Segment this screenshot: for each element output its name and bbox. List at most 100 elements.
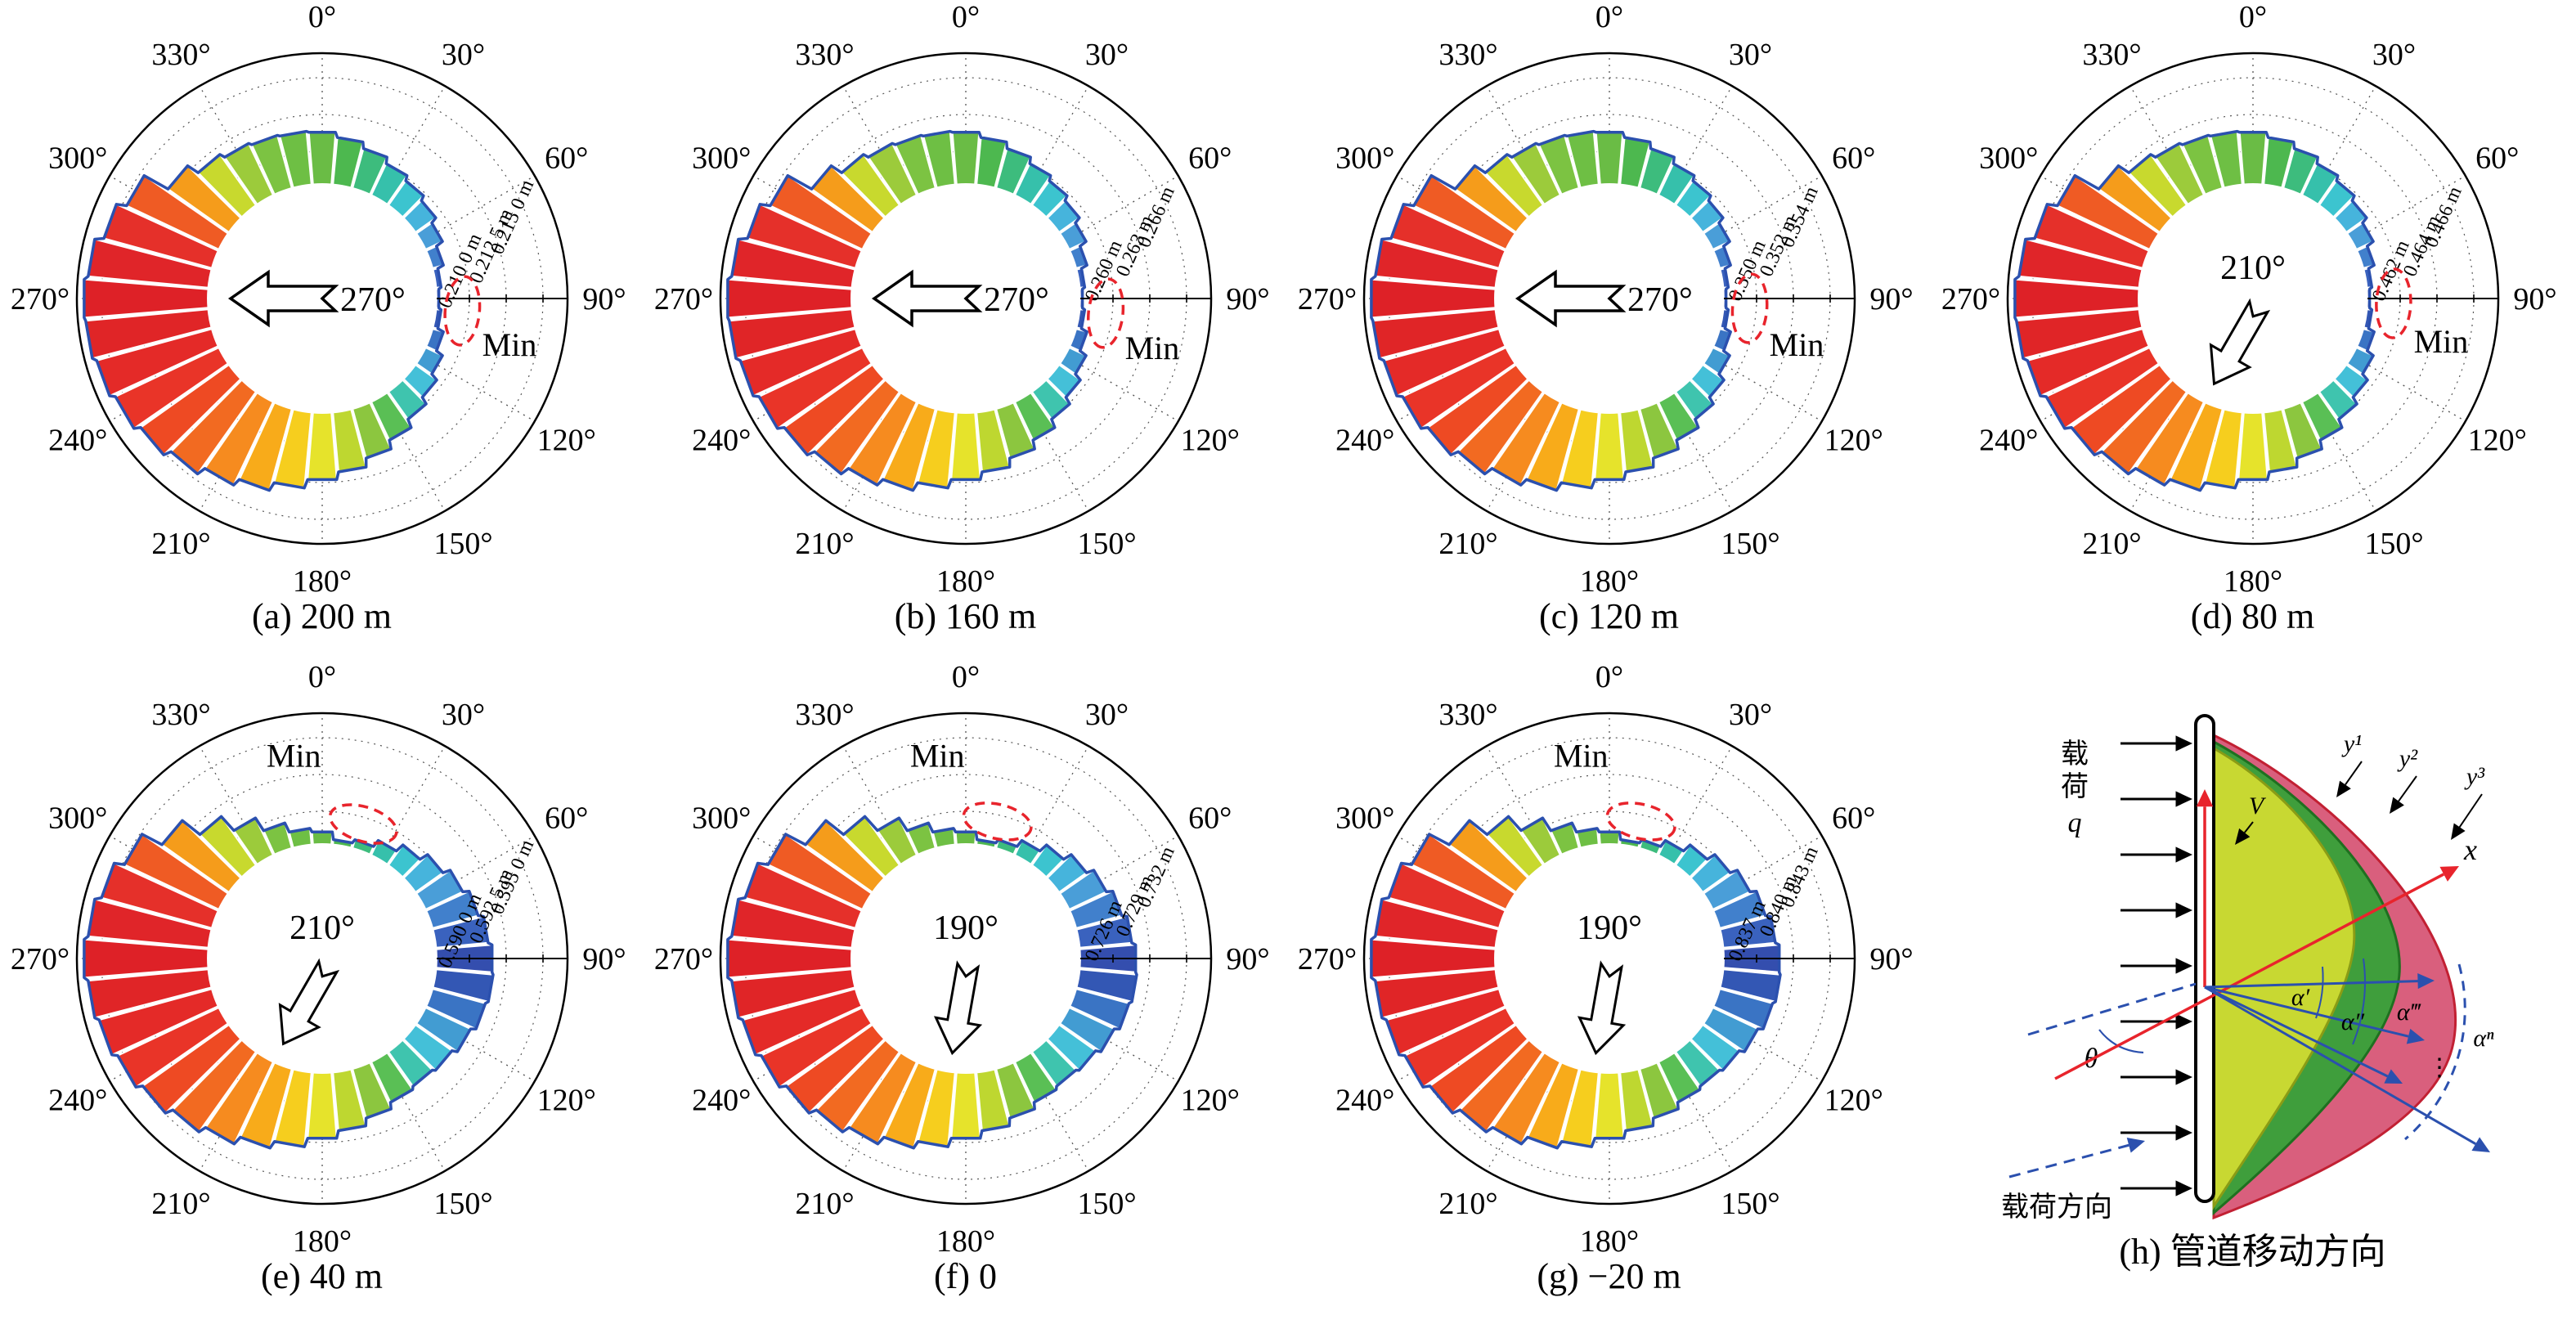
svg-text:0°: 0° [951, 660, 979, 694]
envelope-outline [1369, 815, 1782, 1150]
v-label: V [2248, 792, 2266, 819]
chart-cell-b: 0° 30° 60° 90° 120° 150° 180° 210° 240° 270° 300° 3… [655, 0, 1277, 636]
x-axis-label: x [2463, 833, 2477, 866]
svg-text:30°: 30° [1084, 38, 1128, 72]
svg-text:330°: 330° [795, 38, 854, 72]
svg-text:270°: 270° [984, 281, 1049, 319]
svg-text:0°: 0° [951, 0, 979, 34]
svg-text:190°: 190° [933, 909, 999, 947]
envelope-outline [82, 129, 445, 492]
svg-text:90°: 90° [582, 282, 626, 317]
svg-text:300°: 300° [692, 141, 751, 176]
svg-text:180°: 180° [1579, 564, 1638, 597]
y1-label: y¹ [2340, 730, 2361, 757]
polar-chart-g: 0° 30° 60° 90° 120° 150° 180° 210° 240° 270° 300° 3… [1299, 660, 1914, 1257]
svg-text:90°: 90° [1226, 942, 1269, 977]
y2-label: y² [2396, 745, 2417, 772]
svg-text:300°: 300° [1979, 141, 2038, 176]
deflection-bars [1369, 815, 1781, 1149]
svg-text:120°: 120° [536, 1084, 595, 1118]
svg-text:150°: 150° [2364, 527, 2423, 561]
angle-labels: 0° 30° 60° 90° 120° 150° 180° 210° 240° 270° 300° 3… [1299, 0, 1914, 597]
svg-text:330°: 330° [795, 698, 854, 732]
load-direction-label: 载荷方向 [2001, 1192, 2112, 1223]
svg-text:330°: 330° [151, 698, 210, 732]
angle-labels: 0° 30° 60° 90° 120° 150° 180° 210° 240° 270° 300° 3… [655, 0, 1270, 597]
svg-text:210°: 210° [1438, 527, 1497, 561]
direction-arrow: 190° [1577, 909, 1641, 1056]
svg-text:240°: 240° [1979, 424, 2038, 458]
min-label: Min [909, 737, 964, 774]
direction-arrow: 210° [2209, 249, 2285, 386]
svg-text:240°: 240° [48, 424, 107, 458]
svg-text:60°: 60° [1832, 141, 1875, 176]
svg-text:210°: 210° [1438, 1187, 1497, 1221]
svg-text:30°: 30° [2372, 38, 2415, 72]
envelope-outline [725, 815, 1138, 1150]
caption-b: (b) 160 m [894, 596, 1037, 636]
angle-labels: 0° 30° 60° 90° 120° 150° 180° 210° 240° 270° 300° 3… [655, 660, 1270, 1257]
svg-text:240°: 240° [1335, 424, 1394, 458]
min-marker [1730, 272, 1768, 344]
svg-text:60°: 60° [545, 801, 588, 836]
svg-text:330°: 330° [1438, 698, 1497, 732]
alphan-label: αⁿ [2473, 1025, 2494, 1052]
envelope-outline [1369, 129, 1732, 492]
svg-text:0°: 0° [307, 660, 335, 694]
deflection-bars [82, 815, 494, 1149]
svg-text:270°: 270° [11, 942, 70, 977]
svg-text:210°: 210° [795, 527, 854, 561]
svg-text:90°: 90° [1226, 282, 1269, 317]
svg-text:120°: 120° [1824, 1084, 1883, 1118]
polar-plot: 0° 30° 60° 90° 120° 150° 180° 210° 240° 270° 300° 3… [655, 0, 1270, 597]
svg-text:330°: 330° [2082, 38, 2141, 72]
min-label: Min [1124, 330, 1179, 366]
angle-labels: 0° 30° 60° 90° 120° 150° 180° 210° 240° 270° 300° 3… [1299, 660, 1914, 1257]
svg-text:90°: 90° [2513, 282, 2556, 317]
svg-text:300°: 300° [692, 801, 751, 836]
svg-text:120°: 120° [1180, 1084, 1239, 1118]
svg-text:180°: 180° [292, 1224, 351, 1257]
alpha3-label: α‴ [2396, 999, 2421, 1026]
svg-text:0°: 0° [2238, 0, 2266, 34]
svg-text:270°: 270° [1299, 282, 1357, 317]
svg-text:180°: 180° [936, 564, 994, 597]
svg-text:150°: 150° [1721, 527, 1779, 561]
deflection-bars [725, 815, 1138, 1149]
polar-chart-a: 0° 30° 60° 90° 120° 150° 180° 210° 240° 270° 300° 3… [11, 0, 626, 597]
svg-text:q: q [2067, 808, 2081, 838]
direction-arrow: 270° [227, 269, 406, 328]
svg-text:120°: 120° [2467, 424, 2526, 458]
direction-arrow: 210° [278, 909, 354, 1046]
svg-text:90°: 90° [1869, 282, 1913, 317]
chart-cell-c: 0° 30° 60° 90° 120° 150° 180° 210° 240° 270° 300° 3… [1299, 0, 1920, 636]
svg-text:150°: 150° [433, 527, 492, 561]
svg-text:210°: 210° [795, 1187, 854, 1221]
radial-tick-labels: 0.350 m0.352 m0.354 m [1725, 183, 1823, 304]
svg-text:90°: 90° [1869, 942, 1913, 977]
svg-text:330°: 330° [1438, 38, 1497, 72]
min-marker [328, 803, 398, 845]
radial-tick-labels: 0.210 0 m0.212 5 m0.215 0 m [434, 177, 538, 312]
deflection-bars [1369, 130, 1731, 492]
svg-text:270°: 270° [1942, 282, 2000, 317]
caption-a: (a) 200 m [251, 596, 393, 636]
svg-text:240°: 240° [1335, 1084, 1394, 1118]
svg-text:180°: 180° [2223, 564, 2282, 597]
svg-text:150°: 150° [433, 1187, 492, 1221]
polar-plot: 0° 30° 60° 90° 120° 150° 180° 210° 240° 270° 300° 3… [11, 0, 626, 597]
caption-d: (d) 80 m [2190, 596, 2315, 636]
min-label: Min [1553, 737, 1608, 774]
polar-plot: 0° 30° 60° 90° 120° 150° 180° 210° 240° 270° 300° 3… [655, 660, 1270, 1257]
svg-text:240°: 240° [692, 424, 751, 458]
svg-text:60°: 60° [545, 141, 588, 176]
svg-text:270°: 270° [340, 281, 406, 319]
direction-arrow: 270° [871, 269, 1049, 328]
svg-text:120°: 120° [1180, 424, 1239, 458]
envelope-outline [2013, 129, 2376, 492]
svg-text:0°: 0° [1595, 0, 1622, 34]
svg-text:210°: 210° [151, 527, 210, 561]
caption-g: (g) −20 m [1537, 1256, 1681, 1296]
